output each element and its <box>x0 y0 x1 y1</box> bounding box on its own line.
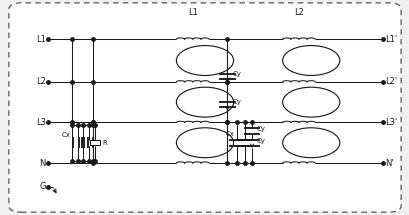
Text: Cy: Cy <box>232 71 240 77</box>
Text: L2': L2' <box>385 77 397 86</box>
Text: N: N <box>39 158 45 167</box>
Text: N': N' <box>385 158 393 167</box>
Text: Cy: Cy <box>256 138 265 144</box>
Text: Cx: Cx <box>61 132 70 138</box>
Text: L1': L1' <box>385 35 397 44</box>
Text: Cy: Cy <box>232 100 240 106</box>
Text: G: G <box>39 182 45 191</box>
FancyBboxPatch shape <box>9 3 400 212</box>
Text: L2: L2 <box>293 8 303 17</box>
Text: R: R <box>102 140 106 146</box>
Bar <box>89 140 99 145</box>
Text: Cy: Cy <box>256 126 265 132</box>
Text: L3: L3 <box>36 118 45 127</box>
Text: Cx: Cx <box>225 131 234 137</box>
Text: L2: L2 <box>36 77 45 86</box>
Text: L3': L3' <box>385 118 397 127</box>
Text: L1: L1 <box>187 8 197 17</box>
Text: L1: L1 <box>36 35 45 44</box>
